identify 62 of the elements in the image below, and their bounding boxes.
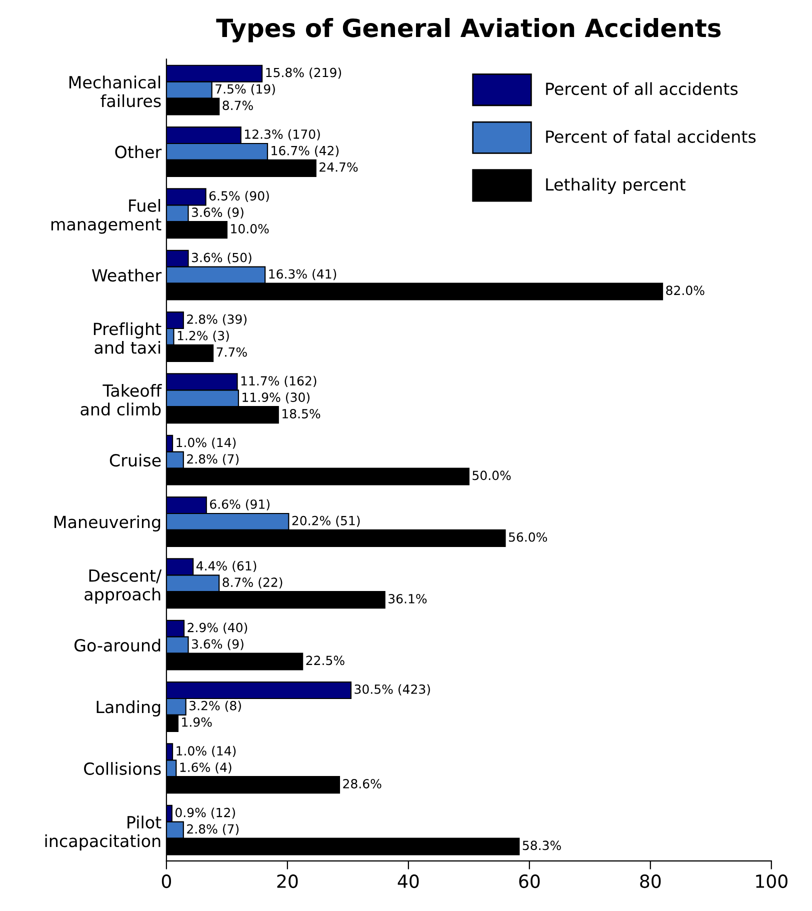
y-tick-label: Landing (96, 700, 160, 717)
data-label: 0.9% (12) (176, 808, 235, 819)
data-label: 1.0% (14) (176, 438, 236, 449)
x-tick-label: 20 (277, 874, 298, 888)
data-label: 82.0% (666, 286, 704, 296)
data-label: 20.2% (51) (292, 516, 360, 527)
data-label: 8.7% (22) (222, 577, 282, 588)
data-label: 6.6% (91) (210, 499, 270, 510)
data-label: 50.0% (472, 470, 511, 480)
x-tick-label: 80 (640, 874, 661, 888)
data-label: 12.3% (170) (245, 129, 320, 140)
data-label: 7.5% (19) (216, 84, 275, 96)
chart-title: Types of General Aviation Accidents (216, 18, 721, 42)
legend-label: Percent of fatal accidents (546, 130, 756, 143)
data-label: 1.6% (4) (180, 762, 232, 774)
y-tick-label: Collisions (84, 762, 161, 775)
x-tick-label: 0 (162, 874, 172, 888)
data-label: 2.8% (7) (187, 454, 239, 466)
y-tick-label: Maneuvering (54, 515, 160, 532)
data-label: 4.4% (61) (196, 560, 256, 572)
data-label: 1.0% (14) (176, 746, 236, 758)
y-tick-label: Mechanical failures (69, 76, 161, 108)
y-tick-label: Takeoff and climb (80, 384, 162, 416)
y-tick-label: Preflight and taxi (94, 322, 162, 354)
data-label: 8.7% (222, 100, 253, 110)
data-label: 36.1% (388, 594, 427, 604)
data-label: 16.3% (41) (269, 269, 336, 280)
data-label: 15.8% (219) (266, 68, 342, 79)
data-label: 16.7% (42) (272, 146, 339, 157)
data-label: 3.6% (9) (192, 207, 244, 218)
data-label: 1.2% (3) (178, 330, 229, 342)
data-label: 3.6% (50) (192, 252, 252, 264)
data-label: 3.6% (9) (192, 639, 244, 650)
data-label: 22.5% (306, 656, 344, 666)
data-label: 10.0% (231, 224, 269, 234)
x-tick-label: 100 (756, 874, 788, 888)
data-label: 18.5% (282, 409, 320, 418)
legend-label: Percent of all accidents (546, 82, 738, 96)
x-tick-label: 40 (398, 874, 419, 888)
data-label: 24.7% (320, 162, 358, 172)
data-label: 56.0% (508, 532, 548, 542)
legend-label: Lethality percent (546, 178, 686, 194)
data-label: 11.9% (30) (242, 392, 310, 404)
y-tick-label: Other (115, 145, 162, 158)
data-label: 28.6% (343, 779, 382, 788)
x-tick-label: 60 (519, 874, 540, 888)
y-tick-label: Pilot incapacitation (45, 816, 162, 850)
y-tick-label: Descent/ approach (84, 570, 162, 604)
data-label: 7.7% (216, 347, 247, 357)
y-tick-label: Weather (92, 268, 162, 282)
data-label: 6.5% (90) (209, 190, 269, 202)
data-label: 1.9% (182, 717, 212, 727)
y-tick-label: Go-around (74, 638, 160, 652)
data-label: 30.5% (423) (354, 684, 430, 696)
y-tick-label: Fuel management (51, 198, 162, 234)
data-label: 3.2% (8) (190, 700, 241, 712)
y-tick-label: Cruise (110, 454, 161, 467)
data-label: 2.8% (7) (187, 824, 239, 836)
data-label: 2.9% (40) (188, 622, 248, 634)
data-label: 2.8% (39) (187, 314, 246, 326)
data-label: 11.7% (162) (241, 376, 316, 388)
data-label: 58.3% (522, 840, 561, 850)
